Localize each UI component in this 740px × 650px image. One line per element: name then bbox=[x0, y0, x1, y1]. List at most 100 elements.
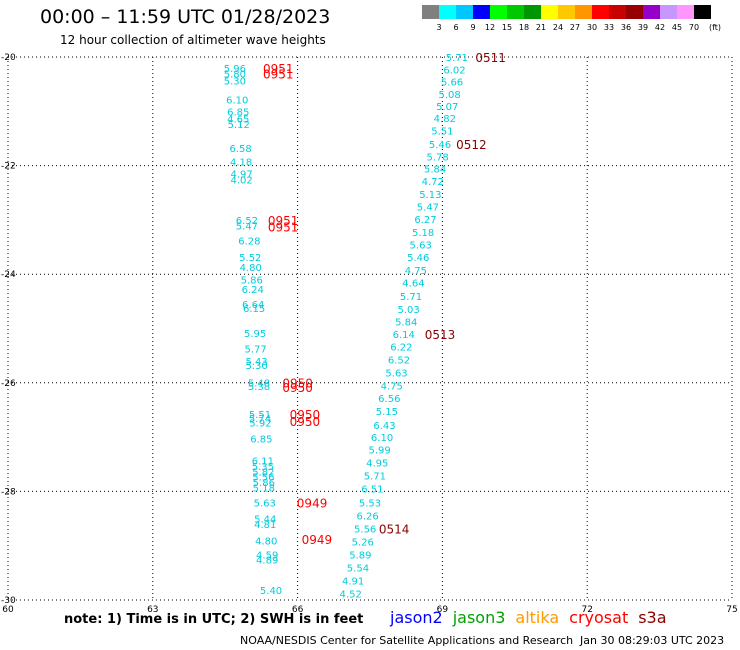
colorbar-swatch bbox=[660, 5, 677, 19]
wave-height-label: 5.48 bbox=[248, 378, 270, 389]
wave-height-label: 5.89 bbox=[349, 550, 371, 561]
track-time-label: 0512 bbox=[456, 138, 487, 152]
wave-height-label: 5.13 bbox=[419, 190, 441, 201]
colorbar-label: 42 bbox=[654, 23, 666, 32]
mission-jason3: jason3 bbox=[452, 608, 506, 627]
track-time-label: 0950 bbox=[282, 381, 313, 395]
wave-height-label: 6.14 bbox=[393, 330, 415, 341]
wave-height-label: 4.80 bbox=[240, 263, 262, 274]
chart-title: 00:00 – 11:59 UTC 01/28/2023 bbox=[40, 6, 331, 28]
colorbar-label: 21 bbox=[535, 23, 547, 32]
wave-height-label: 5.77 bbox=[244, 345, 266, 356]
wave-height-label: 5.71 bbox=[364, 472, 386, 483]
wave-height-label: 5.18 bbox=[253, 484, 275, 495]
colorbar-label: 39 bbox=[637, 23, 649, 32]
y-tick-label: -26 bbox=[1, 379, 16, 389]
mission-jason2: jason2 bbox=[390, 608, 443, 627]
wave-height-label: 5.26 bbox=[352, 537, 374, 548]
wave-height-label: 5.86 bbox=[241, 276, 263, 287]
wave-height-label: 5.35 bbox=[252, 462, 274, 473]
wave-height-label: 6.22 bbox=[390, 342, 412, 353]
wave-height-label: 4.65 bbox=[227, 114, 249, 125]
wave-height-label: 5.46 bbox=[407, 253, 429, 264]
x-tick-label: 66 bbox=[292, 605, 304, 615]
wave-height-label: 5.30 bbox=[224, 76, 246, 87]
wave-height-label: 4.80 bbox=[255, 536, 277, 547]
track-time-label: 0511 bbox=[475, 51, 506, 65]
colorbar-swatch bbox=[507, 5, 524, 19]
wave-height-label: 5.43 bbox=[245, 357, 267, 368]
wave-height-label: 4.91 bbox=[342, 576, 364, 587]
mission-cryosat: cryosat bbox=[569, 608, 629, 627]
wave-height-label: 6.51 bbox=[361, 485, 383, 496]
wave-height-label: 6.58 bbox=[230, 144, 252, 155]
wave-height-label: 6.56 bbox=[378, 394, 400, 405]
colorbar-swatch bbox=[473, 5, 490, 19]
wave-height-label: 6.27 bbox=[414, 215, 436, 226]
wave-height-label: 6.02 bbox=[443, 65, 465, 76]
wave-height-label: 4.81 bbox=[254, 520, 276, 531]
wave-height-label: 6.28 bbox=[238, 237, 260, 248]
footer-note: note: 1) Time is in UTC; 2) SWH is in fe… bbox=[64, 612, 364, 627]
wave-height-label: 5.53 bbox=[359, 498, 381, 509]
colorbar-label: 27 bbox=[569, 23, 581, 32]
y-tick-label: -22 bbox=[1, 162, 16, 172]
wave-height-label: 4.82 bbox=[434, 114, 456, 125]
wave-height-label: 5.96 bbox=[224, 64, 246, 75]
wave-height-label: 6.52 bbox=[236, 216, 258, 227]
wave-height-label: 4.97 bbox=[230, 170, 252, 181]
colorbar-swatch bbox=[541, 5, 558, 19]
colorbar-label: 6 bbox=[453, 23, 459, 32]
track-time-label: 0950 bbox=[290, 415, 321, 429]
colorbar-unit: (ft) bbox=[708, 23, 722, 32]
wave-height-label: 5.71 bbox=[400, 292, 422, 303]
colorbar-swatch bbox=[456, 5, 473, 19]
wave-height-label: 5.84 bbox=[395, 317, 417, 328]
colorbar-label: 30 bbox=[586, 23, 598, 32]
colorbar-label: 18 bbox=[518, 23, 530, 32]
wave-height-label: 6.43 bbox=[373, 421, 395, 432]
wave-height-label: 5.12 bbox=[228, 120, 250, 131]
track-time-label: 0951 bbox=[268, 220, 299, 234]
wave-height-label: 5.47 bbox=[236, 221, 258, 232]
wave-height-label: 6.10 bbox=[226, 95, 248, 106]
wave-height-label: 5.63 bbox=[410, 240, 432, 251]
wave-height-label: 5.66 bbox=[441, 77, 463, 88]
wave-height-label: 4.72 bbox=[422, 177, 444, 188]
track-time-label: 0951 bbox=[263, 62, 294, 76]
wave-height-label: 5.63 bbox=[385, 368, 407, 379]
wave-height-label: 4.64 bbox=[402, 278, 424, 289]
wave-height-label: 5.08 bbox=[439, 90, 461, 101]
mission-altika: altika bbox=[515, 608, 560, 627]
wave-height-label: 5.54 bbox=[347, 563, 369, 574]
colorbar-swatch bbox=[422, 5, 439, 19]
x-tick-label: 60 bbox=[2, 605, 14, 615]
wave-height-label: 5.52 bbox=[239, 253, 261, 264]
wave-height-label: 4.52 bbox=[340, 589, 362, 600]
wave-height-label: 5.86 bbox=[253, 478, 275, 489]
track-time-label: 0951 bbox=[263, 67, 294, 81]
wave-height-label: 4.95 bbox=[366, 459, 388, 470]
footer-timestamp: Jan 30 08:29:03 UTC 2023 bbox=[580, 634, 725, 647]
wave-height-label: 5.46 bbox=[429, 140, 451, 151]
wave-height-label: 5.84 bbox=[424, 164, 446, 175]
wave-height-label: 6.85 bbox=[227, 107, 249, 118]
wave-height-label: 5.82 bbox=[252, 467, 274, 478]
colorbar-label: 70 bbox=[688, 23, 700, 32]
colorbar-swatch bbox=[524, 5, 541, 19]
colorbar-swatch bbox=[609, 5, 626, 19]
wave-height-label: 6.52 bbox=[388, 355, 410, 366]
wave-height-label: 5.40 bbox=[260, 586, 282, 597]
colorbar-swatch bbox=[575, 5, 592, 19]
wave-height-label: 5.56 bbox=[354, 524, 376, 535]
colorbar-swatch bbox=[694, 5, 711, 19]
colorbar-label: 3 bbox=[436, 23, 442, 32]
wave-height-label: 5.80 bbox=[224, 69, 246, 80]
y-tick-label: -20 bbox=[1, 53, 16, 63]
colorbar-label: 45 bbox=[671, 23, 683, 32]
wave-height-label: 5.15 bbox=[376, 407, 398, 418]
track-time-label: 0950 bbox=[290, 408, 321, 422]
track-time-label: 0949 bbox=[297, 496, 328, 510]
x-tick-label: 72 bbox=[581, 605, 592, 615]
